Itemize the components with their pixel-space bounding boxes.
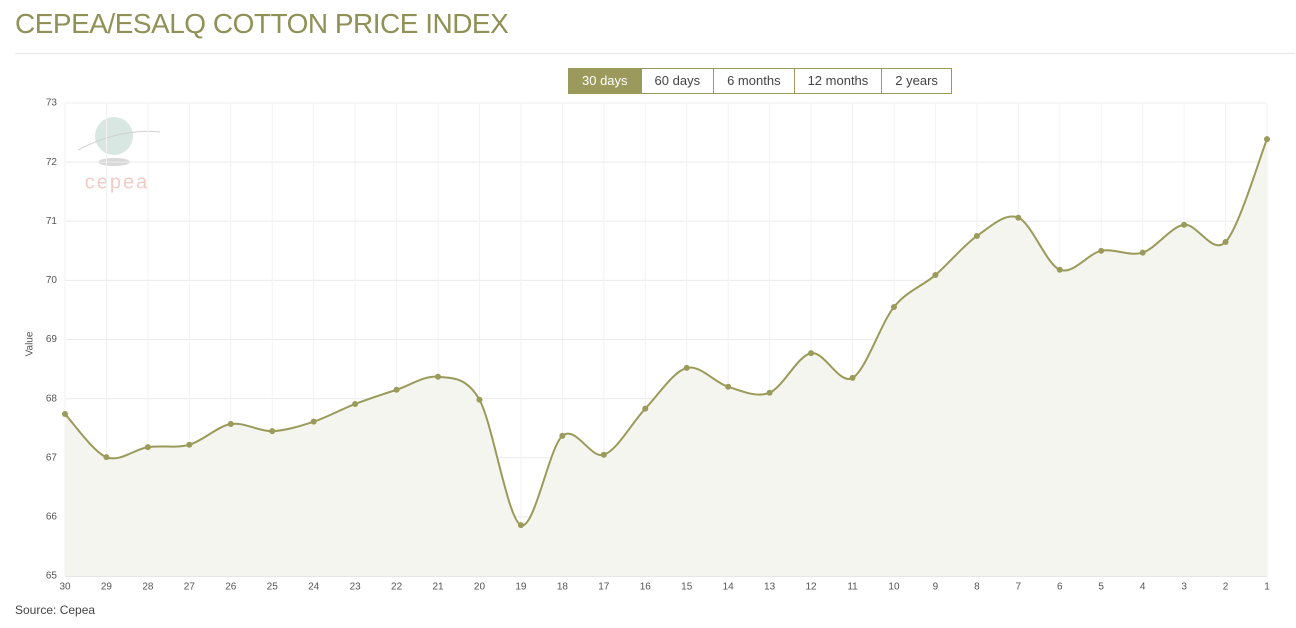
- range-tab[interactable]: 2 years: [882, 68, 952, 94]
- x-tick-label: 1: [1264, 582, 1270, 593]
- point: [559, 432, 566, 439]
- point: [808, 350, 815, 357]
- point: [1056, 266, 1063, 273]
- x-tick-label: 13: [764, 582, 776, 593]
- point: [144, 444, 151, 451]
- point: [476, 396, 483, 403]
- x-tick-label: 26: [225, 582, 237, 593]
- x-tick-label: 30: [59, 582, 71, 593]
- point: [725, 383, 732, 390]
- point: [642, 405, 649, 412]
- point: [435, 373, 442, 380]
- x-tick-label: 27: [184, 582, 196, 593]
- point: [890, 303, 897, 310]
- point: [103, 454, 110, 461]
- x-tick-label: 17: [598, 582, 610, 593]
- point: [227, 421, 234, 428]
- point: [1015, 214, 1022, 221]
- x-tick-label: 20: [474, 582, 486, 593]
- point: [352, 400, 359, 407]
- point: [310, 418, 317, 425]
- y-tick-label: 73: [46, 98, 58, 109]
- logo: cepea: [77, 117, 161, 193]
- point: [973, 233, 980, 240]
- x-tick-label: 6: [1057, 582, 1063, 593]
- x-tick-label: 8: [974, 582, 980, 593]
- x-tick-label: 12: [806, 582, 818, 593]
- x-tick-label: 2: [1223, 582, 1229, 593]
- range-tab[interactable]: 6 months: [714, 68, 795, 94]
- point: [517, 522, 524, 529]
- y-tick-label: 69: [46, 334, 58, 345]
- range-tabs: 30 days 60 days 6 months 12 months 2 years: [568, 68, 952, 94]
- area: [65, 139, 1267, 576]
- x-tick-label: 14: [723, 582, 735, 593]
- y-tick-label: 65: [46, 571, 58, 582]
- x-tick-label: 28: [142, 582, 154, 593]
- point: [393, 386, 400, 393]
- x-tick-label: 22: [391, 582, 403, 593]
- x-tick-label: 24: [308, 582, 320, 593]
- logo-text: cepea: [85, 171, 150, 193]
- point: [683, 364, 690, 371]
- x-tick-label: 7: [1016, 582, 1022, 593]
- x-tick-label: 21: [432, 582, 444, 593]
- range-tab[interactable]: 60 days: [641, 68, 715, 94]
- point: [1264, 136, 1270, 143]
- x-tick-label: 23: [350, 582, 362, 593]
- y-axis-label: Value: [25, 331, 36, 356]
- x-tick-label: 29: [101, 582, 113, 593]
- y-tick-label: 67: [46, 452, 58, 463]
- x-tick-label: 15: [681, 582, 693, 593]
- x-tick-label: 4: [1140, 582, 1146, 593]
- point: [849, 374, 856, 381]
- x-tick-label: 25: [267, 582, 279, 593]
- y-tick-label: 70: [46, 275, 58, 286]
- y-tick-label: 68: [46, 393, 58, 404]
- point: [1181, 221, 1188, 228]
- point: [62, 410, 68, 417]
- point: [600, 451, 607, 458]
- x-tick-label: 5: [1098, 582, 1104, 593]
- x-tick-label: 18: [557, 582, 569, 593]
- point: [1098, 247, 1105, 254]
- x-tick-label: 10: [888, 582, 900, 593]
- x-tick-label: 19: [515, 582, 527, 593]
- x-tick-label: 11: [847, 582, 858, 593]
- y-tick-label: 66: [46, 512, 58, 523]
- point: [269, 428, 276, 435]
- x-tick-label: 16: [640, 582, 652, 593]
- x-tick-label: 3: [1181, 582, 1187, 593]
- point: [1222, 238, 1229, 245]
- divider: [15, 53, 1295, 54]
- y-tick-label: 71: [46, 216, 58, 227]
- source-note: Source: Cepea: [15, 603, 96, 617]
- page-title: CEPEA/ESALQ COTTON PRICE INDEX: [15, 8, 509, 39]
- y-tick-label: 72: [46, 157, 58, 168]
- point: [1139, 249, 1146, 256]
- range-tab[interactable]: 12 months: [794, 68, 883, 94]
- point: [186, 441, 193, 448]
- point: [766, 389, 773, 396]
- range-tab[interactable]: 30 days: [568, 68, 642, 94]
- point: [932, 272, 939, 279]
- x-tick-label: 9: [933, 582, 939, 593]
